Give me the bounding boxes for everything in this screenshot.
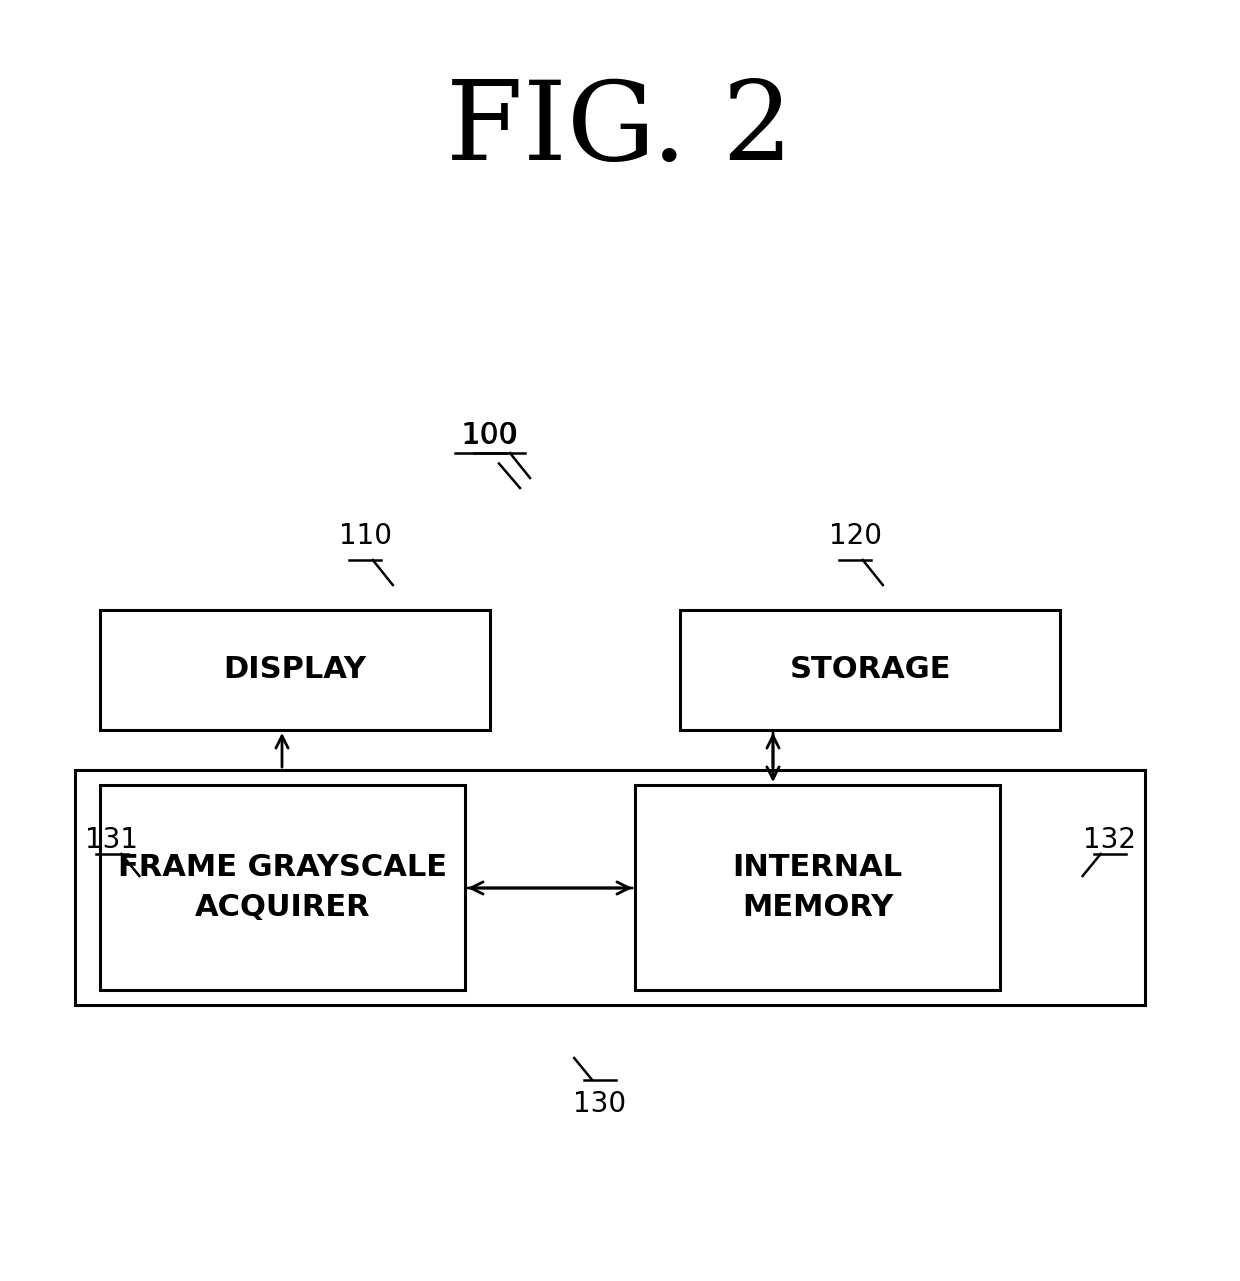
- Text: 131: 131: [86, 826, 139, 854]
- Text: 132: 132: [1084, 826, 1137, 854]
- Bar: [74, 770, 1145, 1006]
- Text: 110: 110: [339, 521, 392, 550]
- Bar: [680, 610, 1060, 730]
- Bar: [100, 610, 490, 730]
- Bar: [100, 785, 465, 990]
- Text: 100: 100: [464, 421, 517, 450]
- Text: FIG. 2: FIG. 2: [446, 77, 794, 183]
- Text: INTERNAL
MEMORY: INTERNAL MEMORY: [733, 853, 903, 922]
- Text: DISPLAY: DISPLAY: [223, 656, 367, 684]
- Text: 120: 120: [828, 521, 882, 550]
- Text: STORAGE: STORAGE: [789, 656, 951, 684]
- Text: 130: 130: [573, 1090, 626, 1118]
- Text: 100: 100: [461, 420, 520, 450]
- Bar: [635, 785, 999, 990]
- Text: FRAME GRAYSCALE
ACQUIRER: FRAME GRAYSCALE ACQUIRER: [118, 853, 446, 922]
